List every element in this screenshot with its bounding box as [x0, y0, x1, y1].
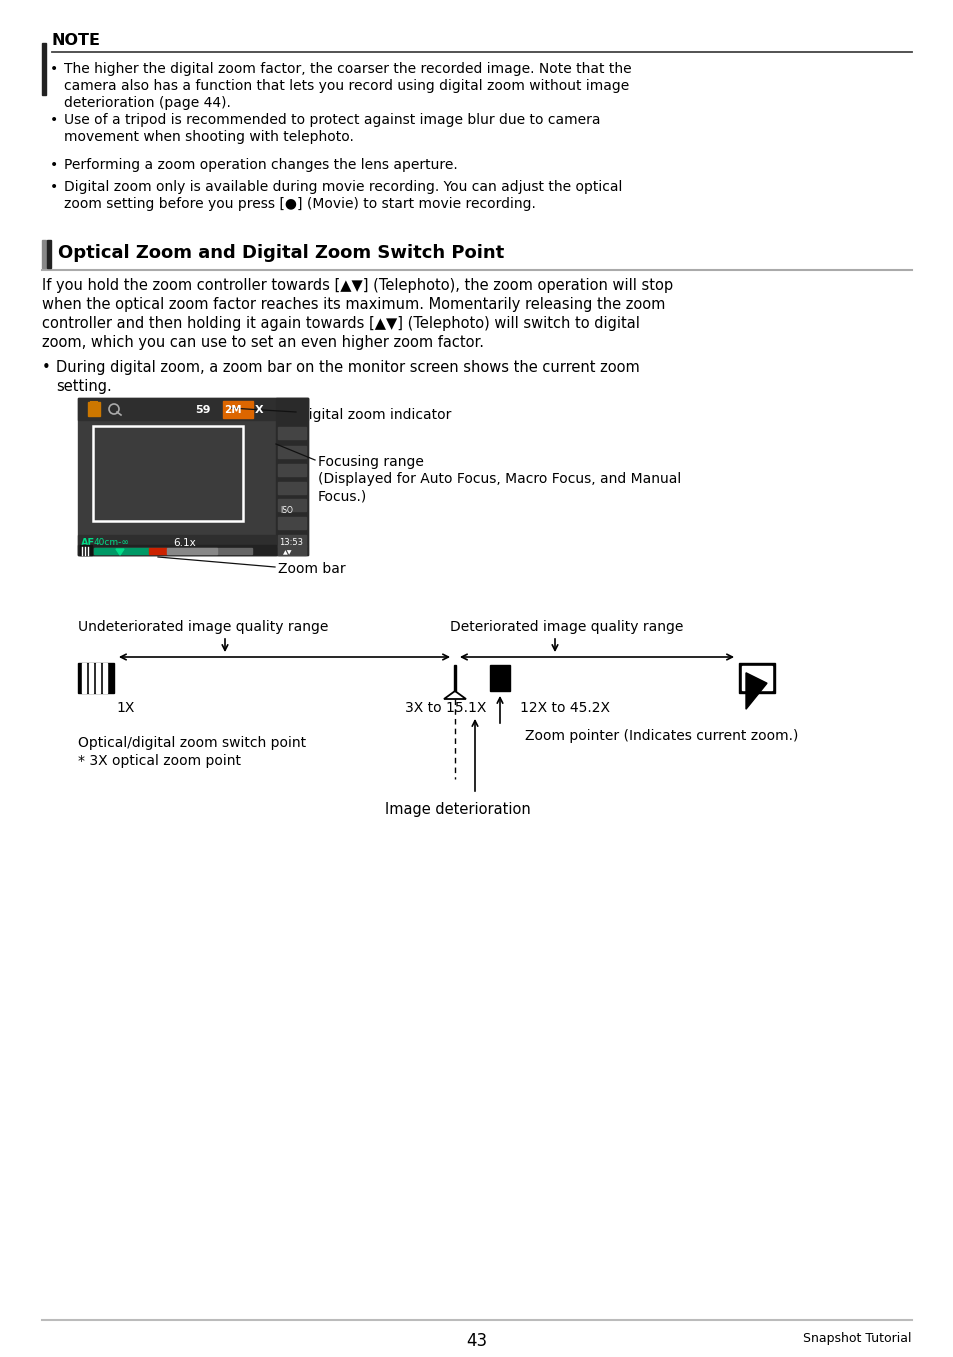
Bar [78, 546, 275, 555]
Bar [277, 446, 306, 459]
Text: 6.1x: 6.1x [172, 537, 195, 548]
Text: Focusing range: Focusing range [317, 455, 423, 470]
Bar [490, 665, 510, 691]
Text: movement when shooting with telephoto.: movement when shooting with telephoto. [64, 130, 354, 144]
Text: Snapshot Tutorial: Snapshot Tutorial [802, 1333, 911, 1345]
Text: 43: 43 [466, 1333, 487, 1350]
Text: Performing a zoom operation changes the lens aperture.: Performing a zoom operation changes the … [64, 157, 457, 172]
Text: deterioration (page 44).: deterioration (page 44). [64, 96, 231, 110]
Text: 1X: 1X [116, 702, 134, 715]
Text: X: X [254, 404, 263, 415]
Text: 3X to 15.1X: 3X to 15.1X [405, 702, 486, 715]
Text: •: • [42, 360, 51, 375]
Bar [277, 517, 306, 529]
Bar [454, 665, 456, 691]
Text: Undeteriorated image quality range: Undeteriorated image quality range [78, 620, 328, 634]
Polygon shape [745, 673, 766, 710]
Bar [91, 402, 97, 410]
Text: Use of a tripod is recommended to protect against image blur due to camera: Use of a tripod is recommended to protec… [64, 113, 599, 128]
Bar [103, 664, 107, 693]
Text: During digital zoom, a zoom bar on the monitor screen shows the current zoom: During digital zoom, a zoom bar on the m… [56, 360, 639, 375]
Text: ▲▼: ▲▼ [283, 550, 293, 555]
Bar [78, 664, 113, 693]
Text: Deteriorated image quality range: Deteriorated image quality range [450, 620, 682, 634]
Bar [78, 398, 308, 421]
Bar [277, 464, 306, 476]
Bar [92, 426, 243, 521]
Bar [277, 535, 306, 547]
Bar [167, 548, 216, 554]
Text: AF: AF [81, 537, 95, 548]
Text: zoom, which you can use to set an even higher zoom factor.: zoom, which you can use to set an even h… [42, 335, 483, 350]
Bar [42, 43, 46, 95]
Bar [78, 398, 308, 555]
Text: Optical Zoom and Digital Zoom Switch Point: Optical Zoom and Digital Zoom Switch Poi… [58, 244, 504, 262]
Text: •: • [50, 62, 58, 76]
Bar [739, 664, 774, 693]
Text: setting.: setting. [56, 379, 112, 394]
Text: 59: 59 [194, 404, 211, 415]
Bar [94, 548, 149, 554]
Text: Optical/digital zoom switch point: Optical/digital zoom switch point [78, 735, 306, 750]
Text: 2M: 2M [224, 404, 241, 415]
Text: Digital zoom only is available during movie recording. You can adjust the optica: Digital zoom only is available during mo… [64, 180, 621, 194]
Text: camera also has a function that lets you record using digital zoom without image: camera also has a function that lets you… [64, 79, 629, 94]
Bar [277, 499, 306, 512]
Bar [42, 240, 46, 267]
Text: •: • [50, 157, 58, 172]
Text: Zoom pointer (Indicates current zoom.): Zoom pointer (Indicates current zoom.) [524, 729, 798, 744]
Text: •: • [50, 180, 58, 194]
Bar [149, 548, 167, 554]
Bar [80, 546, 91, 555]
Bar [277, 482, 306, 494]
Text: (Displayed for Auto Focus, Macro Focus, and Manual: (Displayed for Auto Focus, Macro Focus, … [317, 472, 680, 486]
Bar [113, 665, 739, 691]
Text: 13:53: 13:53 [278, 537, 303, 547]
Bar [82, 664, 86, 693]
Text: ISO: ISO [280, 506, 293, 516]
Text: Image deterioration: Image deterioration [385, 802, 530, 817]
Text: controller and then holding it again towards [▲▼] (Telephoto) will switch to dig: controller and then holding it again tow… [42, 316, 639, 331]
Bar [47, 240, 51, 267]
Bar [223, 402, 253, 418]
Text: * 3X optical zoom point: * 3X optical zoom point [78, 754, 241, 768]
Text: 12X to 45.2X: 12X to 45.2X [519, 702, 609, 715]
Text: NOTE: NOTE [52, 33, 101, 47]
Text: zoom setting before you press [●] (Movie) to start movie recording.: zoom setting before you press [●] (Movie… [64, 197, 536, 210]
Text: Zoom bar: Zoom bar [277, 562, 345, 575]
Bar [275, 398, 308, 555]
Text: If you hold the zoom controller towards [▲▼] (Telephoto), the zoom operation wil: If you hold the zoom controller towards … [42, 278, 673, 293]
Bar [741, 666, 771, 689]
Text: •: • [50, 113, 58, 128]
Text: when the optical zoom factor reaches its maximum. Momentarily releasing the zoom: when the optical zoom factor reaches its… [42, 297, 664, 312]
Polygon shape [116, 550, 124, 555]
Bar [277, 546, 306, 555]
Text: Focus.): Focus.) [317, 489, 367, 503]
Bar [96, 664, 100, 693]
Text: 40cm-∞: 40cm-∞ [94, 537, 130, 547]
Bar [78, 535, 275, 555]
Bar [88, 402, 100, 417]
Text: The higher the digital zoom factor, the coarser the recorded image. Note that th: The higher the digital zoom factor, the … [64, 62, 631, 76]
Bar [277, 427, 306, 440]
Bar [89, 664, 92, 693]
Text: Digital zoom indicator: Digital zoom indicator [297, 408, 451, 422]
Bar [94, 548, 252, 554]
